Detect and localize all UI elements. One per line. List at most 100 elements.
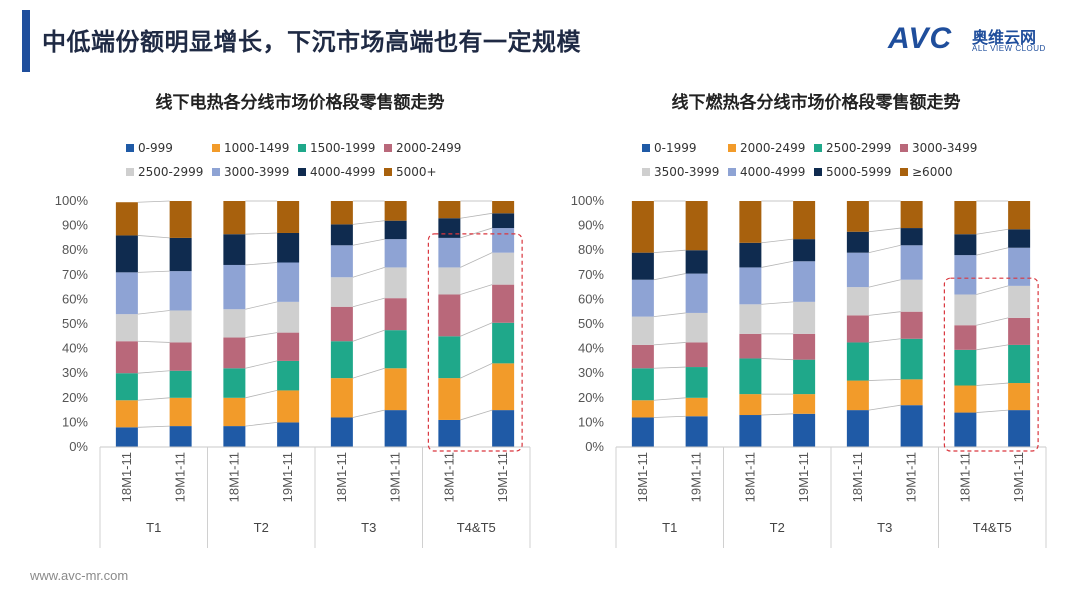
series-connector-line bbox=[976, 317, 1009, 326]
bar-segment bbox=[685, 367, 708, 398]
bar-segment bbox=[330, 201, 353, 225]
y-tick-label: 100% bbox=[55, 193, 89, 208]
y-tick-label: 20% bbox=[578, 390, 604, 405]
bar-segment bbox=[739, 333, 762, 359]
bar-segment bbox=[685, 312, 708, 343]
bar-segment bbox=[330, 378, 353, 418]
bar-segment bbox=[846, 287, 869, 316]
bar-segment bbox=[739, 242, 762, 268]
y-tick-label: 0% bbox=[585, 439, 604, 454]
bar-segment bbox=[492, 322, 515, 364]
series-connector-line bbox=[245, 232, 278, 235]
bar-segment bbox=[1008, 247, 1031, 286]
bar-segment bbox=[169, 237, 192, 272]
series-connector-line bbox=[137, 340, 170, 343]
legend-label: 2000-2499 bbox=[396, 141, 461, 155]
series-connector-line bbox=[352, 329, 385, 342]
bar-segment bbox=[330, 417, 353, 447]
series-connector-line bbox=[137, 397, 170, 401]
legend-label: 0-1999 bbox=[654, 141, 697, 155]
highlight-box bbox=[943, 277, 1039, 452]
bar-segment bbox=[739, 267, 762, 305]
y-tick-label: 80% bbox=[578, 242, 604, 257]
series-connector-line bbox=[245, 332, 278, 338]
series-connector-line bbox=[868, 244, 901, 254]
bar-segment bbox=[954, 325, 977, 350]
bar-segment bbox=[169, 426, 192, 447]
electric-heater-chart: 线下电热各分线市场价格段零售额走势 0-999 1000-1499 1500-1999… bbox=[55, 92, 531, 548]
series-connector-line bbox=[137, 270, 170, 273]
series-connector-line bbox=[976, 285, 1009, 295]
series-connector-line bbox=[868, 279, 901, 288]
bar-segment bbox=[954, 234, 977, 256]
bar-segment bbox=[846, 231, 869, 253]
y-tick-label: 30% bbox=[578, 365, 604, 380]
series-connector-line bbox=[653, 273, 686, 281]
y-tick-label: 10% bbox=[62, 414, 88, 429]
bar-segment bbox=[438, 201, 461, 219]
legend-label: 2500-2999 bbox=[138, 165, 203, 179]
bar-segment bbox=[115, 373, 138, 401]
x-category-label: 19M1-11 bbox=[689, 452, 704, 502]
brand-logo: AVC 奥维云网 ALL VIEW CLOUD bbox=[888, 22, 1058, 58]
bar-segment bbox=[954, 201, 977, 235]
legend-swatch bbox=[126, 168, 134, 176]
legend-swatch bbox=[298, 144, 306, 152]
bar-segment bbox=[384, 239, 407, 268]
footer-url: www.avc-mr.com bbox=[30, 568, 129, 583]
x-category-label: 19M1-11 bbox=[495, 452, 510, 502]
bar-segment bbox=[492, 363, 515, 411]
bar-segment bbox=[954, 385, 977, 413]
series-connector-line bbox=[761, 301, 794, 305]
series-connector-line bbox=[460, 409, 493, 421]
legend-swatch bbox=[384, 168, 392, 176]
gas-heater-chart: 线下燃热各分线市场价格段零售额走势 0-1999 2000-2499 2500-299… bbox=[571, 92, 1047, 548]
series-connector-line bbox=[653, 397, 686, 401]
bar-segment bbox=[492, 252, 515, 285]
logo-mark: AVC bbox=[888, 22, 953, 55]
bar-segment bbox=[438, 336, 461, 379]
bar-segment bbox=[685, 273, 708, 313]
series-connector-line bbox=[976, 382, 1009, 386]
series-connector-line bbox=[761, 260, 794, 268]
legend-swatch bbox=[728, 144, 736, 152]
bar-segment bbox=[330, 306, 353, 342]
legend-label: 0-999 bbox=[138, 141, 173, 155]
series-connector-line bbox=[868, 404, 901, 411]
bar-segment bbox=[223, 397, 246, 427]
group-label: T3 bbox=[877, 520, 892, 535]
y-tick-label: 0% bbox=[69, 439, 88, 454]
x-category-label: 18M1-11 bbox=[742, 452, 757, 502]
x-category-label: 18M1-11 bbox=[635, 452, 650, 502]
bar-segment bbox=[846, 410, 869, 447]
y-tick-label: 70% bbox=[578, 267, 604, 282]
bar-segment bbox=[900, 311, 923, 339]
series-connector-line bbox=[460, 252, 493, 268]
series-connector-line bbox=[653, 366, 686, 369]
bar-segment bbox=[115, 341, 138, 374]
y-tick-label: 20% bbox=[62, 390, 88, 405]
series-connector-line bbox=[352, 267, 385, 278]
x-category-label: 19M1-11 bbox=[388, 452, 403, 502]
series-connector-line bbox=[245, 422, 278, 427]
x-category-label: 19M1-11 bbox=[1011, 452, 1026, 502]
x-category-label: 19M1-11 bbox=[796, 452, 811, 502]
bar-segment bbox=[277, 360, 300, 391]
series-connector-line bbox=[460, 362, 493, 379]
bar-segment bbox=[384, 330, 407, 369]
bar-segment bbox=[1008, 285, 1031, 318]
bar-segment bbox=[115, 314, 138, 342]
x-category-label: 19M1-11 bbox=[904, 452, 919, 502]
bar-segment bbox=[277, 201, 300, 233]
legend-label: 5000-5999 bbox=[826, 165, 891, 179]
bar-segment bbox=[846, 252, 869, 288]
legend-label: 2000-2499 bbox=[740, 141, 805, 155]
bar-segment bbox=[330, 245, 353, 278]
bar-segment bbox=[169, 310, 192, 343]
series-connector-line bbox=[352, 220, 385, 225]
bar-segment bbox=[846, 380, 869, 411]
legend-swatch bbox=[126, 144, 134, 152]
legend-label: 3500-3999 bbox=[654, 165, 719, 179]
bar-segment bbox=[846, 315, 869, 343]
bar-segment bbox=[793, 261, 816, 302]
